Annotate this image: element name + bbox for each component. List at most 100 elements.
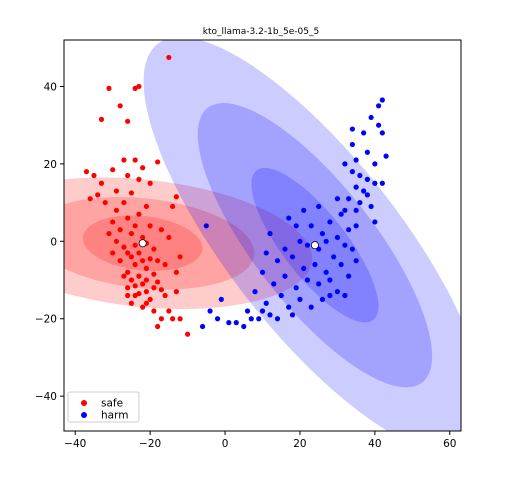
point-harm <box>316 203 322 210</box>
point-safe <box>132 261 138 268</box>
point-harm <box>349 126 355 132</box>
point-harm <box>368 114 374 121</box>
point-safe <box>158 227 164 233</box>
point-safe <box>140 258 146 264</box>
point-harm <box>372 180 378 186</box>
point-safe <box>125 292 131 299</box>
chart-title: kto_llama-3.2-1b_5e-05_5 <box>203 27 319 37</box>
point-harm <box>342 207 348 213</box>
point-safe <box>158 316 164 322</box>
point-safe <box>128 277 135 283</box>
point-safe <box>136 83 142 90</box>
y-tick-label: −40 <box>35 391 57 403</box>
point-harm <box>353 207 359 213</box>
point-harm <box>304 277 311 283</box>
point-harm <box>353 223 359 229</box>
x-tick-label: 60 <box>443 438 456 450</box>
point-harm <box>203 223 209 229</box>
point-harm <box>304 242 311 248</box>
point-safe <box>155 159 161 165</box>
point-safe <box>125 285 131 291</box>
point-harm <box>376 103 382 109</box>
point-harm <box>379 180 385 186</box>
point-safe <box>128 254 135 260</box>
point-harm <box>323 269 329 275</box>
point-safe <box>125 269 131 275</box>
point-harm <box>361 130 367 136</box>
point-safe <box>128 190 135 196</box>
point-harm <box>331 254 337 260</box>
x-tick-label: 20 <box>293 438 306 450</box>
point-safe <box>125 215 131 221</box>
point-harm <box>259 308 266 314</box>
point-harm <box>226 320 232 326</box>
point-safe <box>162 292 168 299</box>
x-tick-label: 40 <box>368 438 381 450</box>
point-safe <box>121 273 127 279</box>
legend-label-safe: safe <box>101 398 123 410</box>
point-safe <box>140 281 146 287</box>
point-harm <box>252 289 258 295</box>
point-harm <box>338 211 344 217</box>
point-safe <box>136 250 142 256</box>
point-harm <box>267 312 273 318</box>
point-harm <box>383 153 389 159</box>
point-harm <box>334 234 341 241</box>
point-safe <box>143 300 149 306</box>
point-harm <box>327 277 333 283</box>
point-safe <box>147 296 153 302</box>
point-harm <box>278 292 284 299</box>
axes: −40 −20 0 20 40 60 −40 −20 0 20 40 <box>35 81 457 450</box>
point-harm <box>267 230 273 237</box>
point-harm <box>248 316 254 322</box>
legend: safe harm <box>67 391 140 423</box>
point-harm <box>244 308 251 314</box>
point-safe <box>117 227 123 233</box>
point-safe <box>110 219 116 225</box>
point-harm <box>308 304 314 310</box>
point-safe <box>136 176 142 182</box>
point-safe <box>140 304 146 310</box>
point-harm <box>319 230 326 237</box>
point-safe <box>166 54 172 61</box>
point-safe <box>132 283 138 289</box>
point-safe <box>117 258 123 264</box>
point-safe <box>121 244 127 250</box>
point-safe <box>155 258 161 264</box>
point-harm <box>364 192 370 198</box>
point-harm <box>338 261 344 268</box>
legend-marker-harm <box>81 412 87 418</box>
point-harm <box>263 250 269 256</box>
point-harm <box>207 308 213 314</box>
point-safe <box>110 167 116 173</box>
point-safe <box>173 289 179 295</box>
point-safe <box>184 331 191 337</box>
y-tick-label: 0 <box>50 236 57 248</box>
mean-marker-harm <box>310 241 319 250</box>
point-safe <box>143 289 149 295</box>
point-safe <box>113 238 120 244</box>
point-harm <box>301 265 307 272</box>
point-safe <box>136 290 142 297</box>
point-safe <box>177 316 183 322</box>
point-harm <box>364 149 370 155</box>
point-safe <box>140 165 146 171</box>
point-harm <box>297 296 303 302</box>
point-safe <box>173 269 179 275</box>
point-harm <box>364 176 370 182</box>
point-safe <box>155 323 161 330</box>
point-harm <box>342 292 348 299</box>
legend-label-harm: harm <box>101 410 128 422</box>
point-harm <box>286 215 292 221</box>
point-harm <box>214 316 221 322</box>
point-safe <box>128 300 135 306</box>
point-harm <box>282 273 288 279</box>
point-harm <box>293 285 299 291</box>
point-harm <box>327 292 333 299</box>
point-harm <box>199 323 206 330</box>
point-harm <box>297 238 303 244</box>
point-safe <box>132 223 138 229</box>
point-safe <box>121 157 127 163</box>
point-safe <box>147 180 153 186</box>
axes-frame <box>63 39 462 432</box>
